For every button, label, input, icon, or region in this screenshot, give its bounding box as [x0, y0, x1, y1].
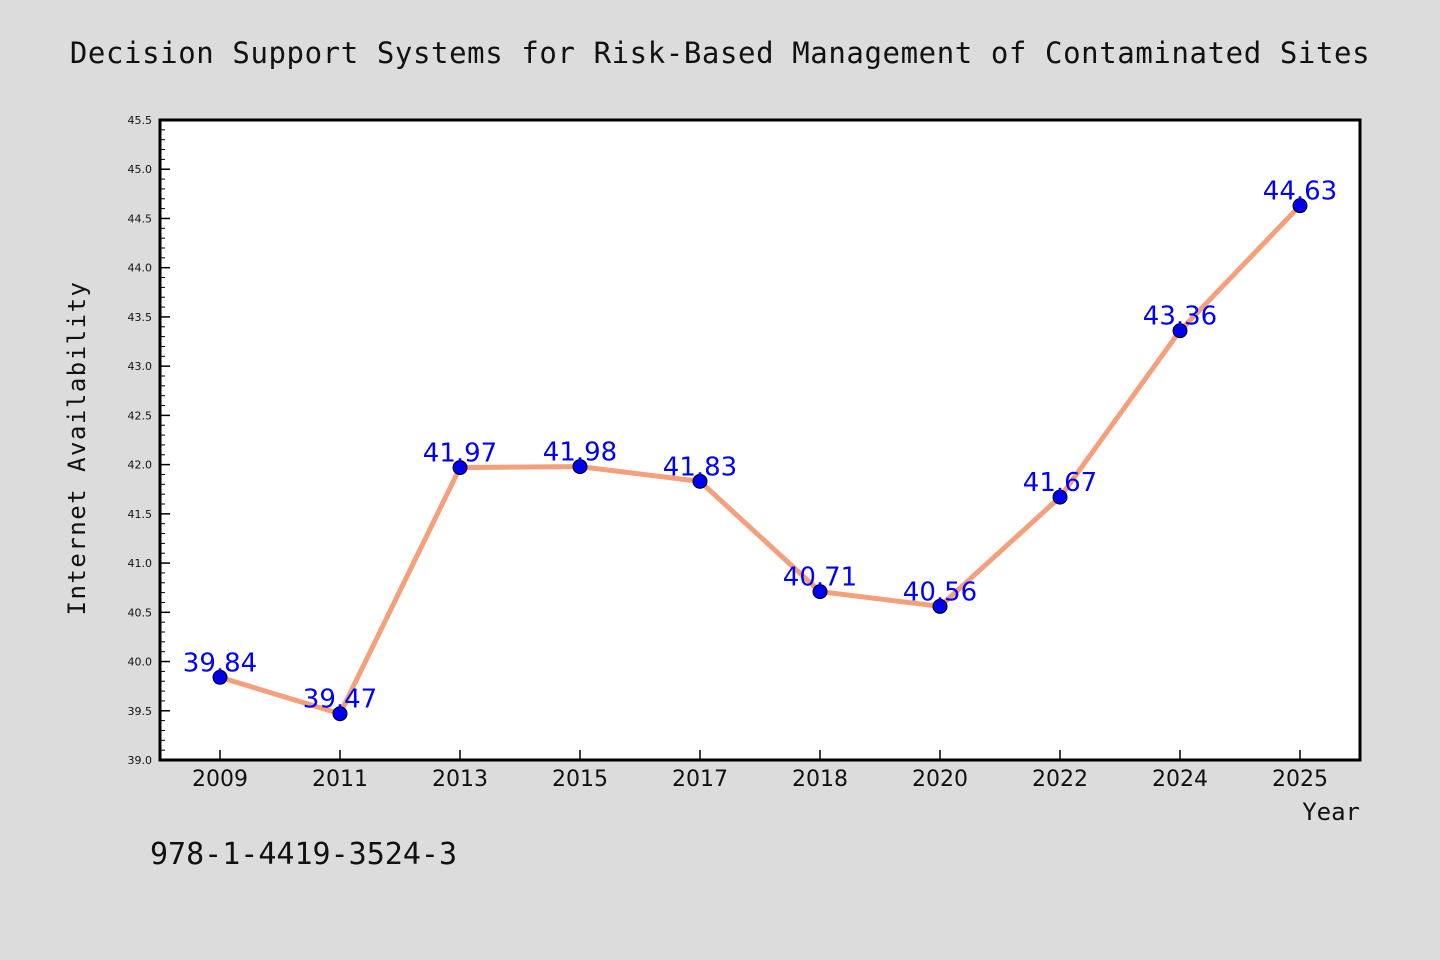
x-axis-label: Year	[1302, 798, 1360, 826]
x-tick-label: 2013	[432, 767, 488, 792]
y-tick-label: 42.0	[128, 459, 153, 472]
y-tick-label: 45.0	[128, 163, 153, 176]
data-label: 40.56	[903, 577, 977, 607]
data-label: 39.84	[183, 648, 257, 678]
y-tick-label: 45.5	[128, 114, 153, 127]
data-point	[812, 584, 828, 600]
plot-frame	[158, 118, 1362, 762]
data-point	[452, 460, 468, 476]
data-point	[572, 459, 588, 475]
y-tick-label: 39.5	[128, 705, 153, 718]
y-axis: 39.0 39.5 40.0 40.5 41.0 41.5 42.0 42.5 43.0 43.5…	[128, 114, 170, 767]
chart-title: Decision Support Systems for Risk-Based …	[70, 36, 1370, 70]
x-tick-label: 2022	[1032, 767, 1088, 792]
y-tick-label: 43.5	[128, 311, 153, 324]
data-label: 39.47	[303, 685, 377, 715]
data-points	[212, 198, 1308, 722]
data-point	[692, 473, 708, 489]
data-label: 40.71	[783, 563, 857, 593]
data-point	[332, 706, 348, 722]
y-tick-label: 40.0	[128, 656, 153, 669]
y-tick-label: 39.0	[128, 754, 153, 767]
x-tick-label: 2017	[672, 767, 728, 792]
data-label: 41.98	[543, 438, 617, 468]
data-label: 41.67	[1023, 468, 1097, 498]
data-labels: 39.84 39.47 41.97 41.98 41.83 40.71 40.56 41.67…	[183, 177, 1337, 715]
y-tick-label: 43.0	[128, 360, 153, 373]
x-tick-label: 2025	[1272, 767, 1328, 792]
x-tick-label: 2011	[312, 767, 368, 792]
x-tick-label: 2009	[192, 767, 248, 792]
series-line	[217, 203, 1303, 717]
isbn-annotation: 978-1-4419-3524-3	[150, 837, 457, 872]
data-point	[932, 598, 948, 614]
data-label: 43.36	[1143, 302, 1217, 332]
data-label: 41.83	[663, 452, 737, 482]
y-tick-label: 41.0	[128, 557, 153, 570]
y-tick-label: 42.5	[128, 409, 153, 422]
data-point	[1052, 489, 1068, 505]
x-tick-label: 2015	[552, 767, 608, 792]
y-tick-label: 40.5	[128, 606, 153, 619]
data-label: 41.97	[423, 439, 497, 469]
x-tick-label: 2024	[1152, 767, 1208, 792]
y-tick-label: 44.0	[128, 262, 153, 275]
x-axis: 2009 2011 2013 2015 2017 2018 2020 2022 2024 2025	[192, 750, 1328, 792]
x-tick-label: 2020	[912, 767, 968, 792]
data-point	[1292, 198, 1308, 214]
x-tick-label: 2018	[792, 767, 848, 792]
data-point	[1172, 323, 1188, 339]
data-label: 44.63	[1263, 177, 1337, 207]
data-point	[212, 669, 228, 685]
y-axis-label: Internet Availability	[63, 281, 91, 616]
y-tick-label: 44.5	[128, 212, 153, 225]
plot-area	[160, 120, 1360, 760]
y-tick-label: 41.5	[128, 508, 153, 521]
